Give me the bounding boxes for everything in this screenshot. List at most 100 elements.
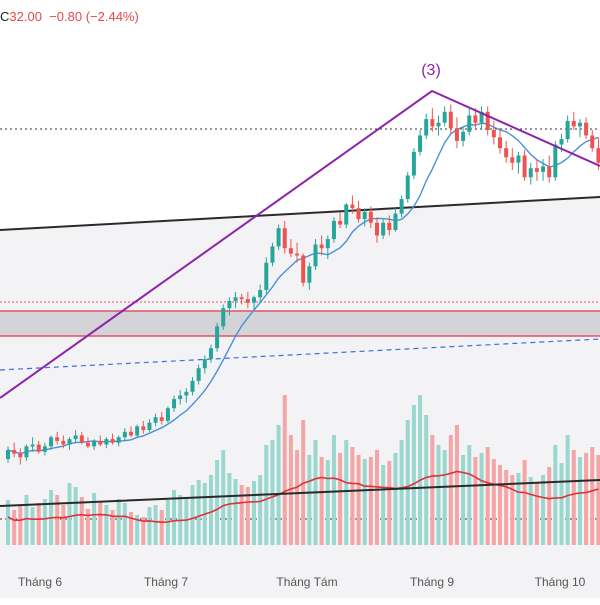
candle-body xyxy=(227,300,232,309)
volume-bar xyxy=(110,510,115,545)
candle xyxy=(153,413,158,427)
volume-bar xyxy=(288,435,293,545)
volume-bar xyxy=(227,473,232,545)
candle xyxy=(239,293,244,305)
volume-bar xyxy=(61,505,66,545)
candle-body xyxy=(129,431,133,436)
volume-bar xyxy=(239,485,244,545)
volume-bar xyxy=(104,505,109,545)
candle xyxy=(159,411,164,425)
candle-body xyxy=(418,135,423,152)
candle-body xyxy=(479,111,484,123)
volume-bar xyxy=(375,450,379,545)
change-value: −0.80 xyxy=(49,9,83,24)
candle xyxy=(178,390,183,405)
candle xyxy=(233,291,238,309)
candle-body xyxy=(92,440,97,447)
candle-body xyxy=(584,122,589,136)
volume-bar xyxy=(473,457,478,545)
candle-body xyxy=(276,228,281,247)
candle-body xyxy=(307,266,312,283)
candle xyxy=(461,126,466,147)
volume-bar xyxy=(221,450,226,545)
candle xyxy=(362,208,367,227)
candle xyxy=(375,217,379,243)
volume-bar xyxy=(18,505,23,545)
candle-body xyxy=(135,426,140,436)
candle xyxy=(418,130,423,156)
candle xyxy=(55,431,60,445)
candle xyxy=(276,224,281,250)
candle-body xyxy=(559,139,564,145)
candle-body xyxy=(24,446,29,458)
candle-body xyxy=(153,417,158,423)
candle xyxy=(387,215,392,236)
candle xyxy=(307,262,312,290)
volume-bar xyxy=(141,517,146,545)
candle-body xyxy=(165,408,170,421)
candle xyxy=(430,108,435,132)
volume-bar xyxy=(504,470,509,545)
candle-body xyxy=(6,450,10,460)
candle-body xyxy=(368,211,373,223)
candle-body xyxy=(178,395,183,400)
candle xyxy=(553,140,558,181)
volume-bar xyxy=(6,500,10,545)
candle xyxy=(411,148,416,180)
volume-bar xyxy=(79,497,84,545)
volume-bar xyxy=(42,499,47,545)
candle-body xyxy=(571,120,576,127)
candle xyxy=(498,128,502,154)
candle-body xyxy=(30,444,35,447)
volume-bar xyxy=(55,495,60,545)
candle xyxy=(135,424,140,438)
candle xyxy=(282,220,287,254)
volume-bar xyxy=(92,493,97,545)
volume-bar xyxy=(547,467,552,545)
candle-body xyxy=(362,211,367,220)
candle-body xyxy=(338,220,343,225)
volume-bar xyxy=(584,453,589,545)
channel-band xyxy=(0,197,600,598)
volume-bar xyxy=(522,460,527,545)
candle xyxy=(245,291,250,309)
candle-body xyxy=(36,444,41,452)
candle xyxy=(98,435,103,447)
volume-bar xyxy=(245,487,250,545)
candle-body xyxy=(381,222,386,236)
volume-bar xyxy=(430,435,435,545)
volume-bar xyxy=(424,415,429,545)
candle xyxy=(467,108,472,136)
candle-body xyxy=(258,290,263,298)
candle xyxy=(522,150,527,181)
volume-bar xyxy=(571,450,576,545)
volume-bar xyxy=(362,459,367,545)
candle xyxy=(215,322,220,352)
volume-bar xyxy=(252,481,256,545)
candle-body xyxy=(528,168,533,178)
volume-bar xyxy=(467,445,472,545)
candle xyxy=(30,437,35,452)
candle xyxy=(491,120,496,145)
candle-body xyxy=(350,204,355,209)
candle-body xyxy=(491,130,496,138)
dashed-trendline xyxy=(0,338,600,371)
volume-bar xyxy=(534,483,539,545)
volume-bar xyxy=(498,465,502,545)
candle-body xyxy=(270,246,275,263)
candle xyxy=(479,106,484,130)
candle xyxy=(18,448,23,465)
candle-body xyxy=(208,348,213,360)
candle xyxy=(42,442,47,456)
candle-body xyxy=(485,111,490,130)
candle xyxy=(67,437,72,450)
volume-bar xyxy=(491,459,496,545)
candle xyxy=(368,206,373,229)
candle-body xyxy=(331,220,336,240)
channel-lower-line xyxy=(0,479,600,507)
candle xyxy=(110,433,115,445)
candle-body xyxy=(504,148,509,158)
candle xyxy=(49,435,54,450)
